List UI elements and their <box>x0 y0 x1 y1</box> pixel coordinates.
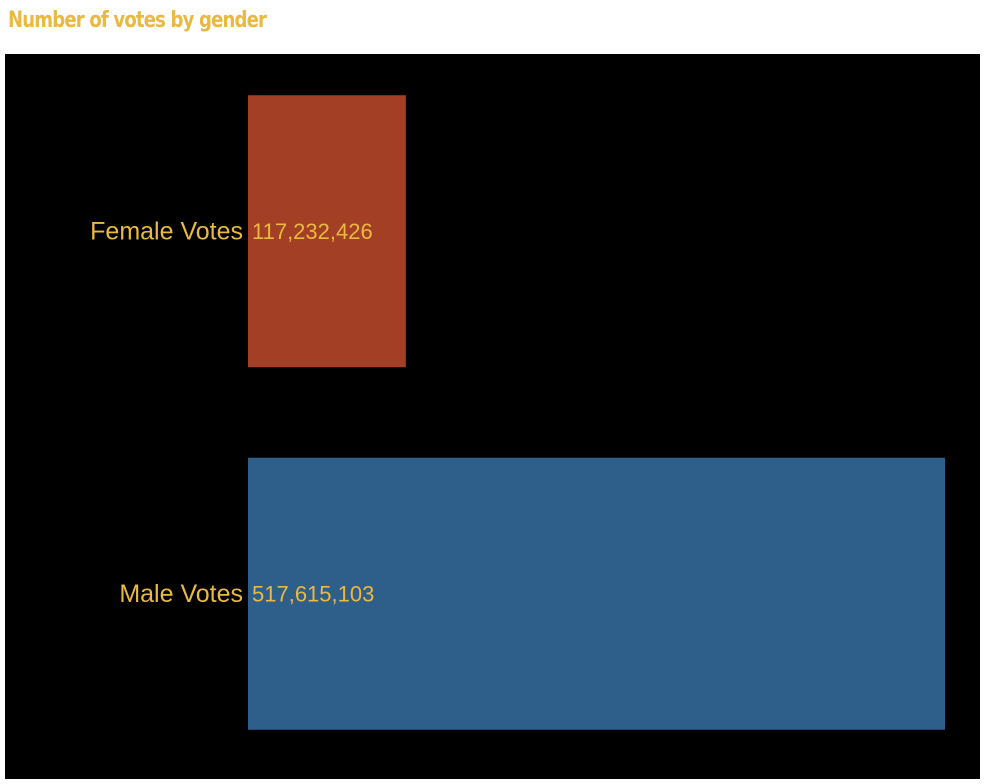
bar-female-votes <box>248 95 406 368</box>
bar-male-votes <box>248 457 945 730</box>
data-label: 117,232,426 <box>252 219 373 244</box>
bar-chart: Female Votes 117,232,426 Male Votes 517,615… <box>90 95 945 730</box>
category-label: Male Votes <box>119 580 243 608</box>
chart-title: Number of votes by gender <box>8 8 267 33</box>
category-label: Female Votes <box>90 217 243 245</box>
data-label: 517,615,103 <box>252 581 374 606</box>
chart-area: Female Votes 117,232,426 Male Votes 517,615… <box>5 54 980 779</box>
